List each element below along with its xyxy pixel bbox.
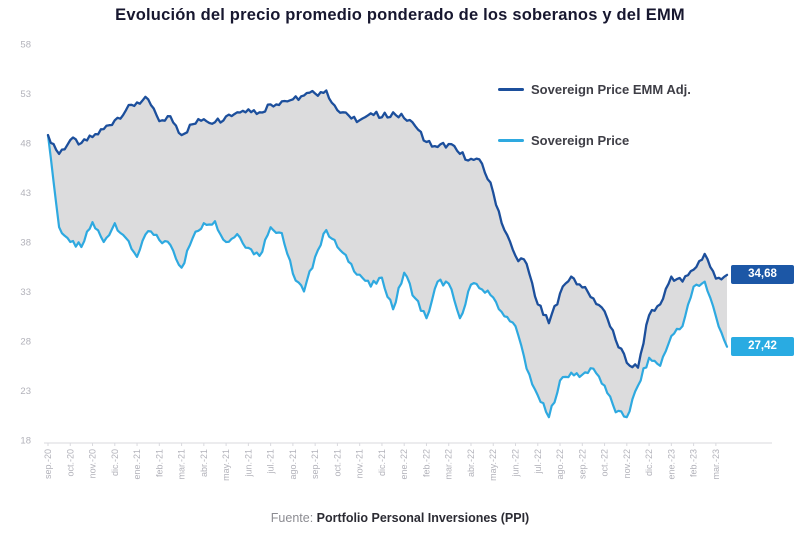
y-tick-label: 58: [20, 40, 31, 51]
band-area: [48, 90, 727, 418]
x-tick-label: dic.-21: [377, 449, 387, 476]
x-tick-label: mar.-23: [711, 449, 721, 480]
source-prefix: Fuente:: [270, 511, 314, 525]
sovereign-price-line: [46, 134, 729, 419]
x-tick-label: nov.-21: [355, 449, 365, 478]
value-label-sovereign: 27,42: [731, 337, 794, 357]
value-label-emm-adj: 34,68: [731, 265, 794, 285]
y-tick-label: 48: [20, 139, 31, 150]
x-tick-label: sep.-22: [577, 449, 587, 479]
x-tick-label: oct.-20: [65, 449, 75, 477]
x-tick-label: ago.-22: [555, 449, 565, 480]
x-tick-label: mar.-21: [177, 449, 187, 480]
x-tick-label: may.-22: [488, 449, 498, 481]
y-tick-label: 18: [20, 436, 31, 447]
x-tick-label: feb.-22: [421, 449, 431, 477]
x-tick-label: abr.-22: [466, 449, 476, 477]
x-tick-label: dic.-20: [110, 449, 120, 476]
y-tick-label: 23: [20, 386, 31, 397]
x-tick-label: mar.-22: [444, 449, 454, 480]
x-tick-label: nov.-20: [88, 449, 98, 478]
legend-label-sovereign: Sovereign Price: [531, 133, 630, 148]
x-tick-label: jul.-21: [266, 449, 276, 475]
x-tick-label: oct.-21: [332, 449, 342, 477]
x-tick-label: may.-21: [221, 449, 231, 481]
y-tick-label: 28: [20, 337, 31, 348]
x-tick-label: sep.-20: [43, 449, 53, 479]
x-tick-label: oct.-22: [600, 449, 610, 477]
legend-swatch-emm-adj-icon: [498, 88, 524, 91]
legend-label-emm-adj: Sovereign Price EMM Adj.: [531, 82, 691, 97]
x-tick-label: ene.-23: [666, 449, 676, 480]
x-tick-label: ago.-21: [288, 449, 298, 480]
page-title: Evolución del precio promedio ponderado …: [115, 6, 685, 24]
x-tick-label: jun.-22: [511, 449, 521, 478]
x-tick-label: feb.-23: [689, 449, 699, 477]
x-tick-label: dic.-22: [644, 449, 654, 476]
legend-item-emm-adj: Sovereign Price EMM Adj.: [498, 82, 691, 97]
emm-adj-price-line: [46, 89, 729, 369]
x-tick-label: jun.-21: [243, 449, 253, 478]
x-tick-label: jul.-22: [533, 449, 543, 475]
x-tick-label: sep.-21: [310, 449, 320, 479]
legend-swatch-sovereign-icon: [498, 139, 524, 142]
x-tick-label: ene.-21: [132, 449, 142, 480]
y-tick-label: 38: [20, 238, 31, 249]
x-tick-label: ene.-22: [399, 449, 409, 480]
source-name: Portfolio Personal Inversiones (PPI): [316, 511, 530, 525]
y-tick-label: 33: [20, 287, 31, 298]
x-tick-label: nov.-22: [622, 449, 632, 478]
x-tick-label: abr.-21: [199, 449, 209, 477]
legend-item-sovereign: Sovereign Price: [498, 133, 629, 148]
y-tick-label: 53: [20, 89, 31, 100]
y-tick-label: 43: [20, 188, 31, 199]
chart-source: Fuente: Portfolio Personal Inversiones (…: [0, 511, 800, 525]
x-tick-label: feb.-21: [154, 449, 164, 477]
